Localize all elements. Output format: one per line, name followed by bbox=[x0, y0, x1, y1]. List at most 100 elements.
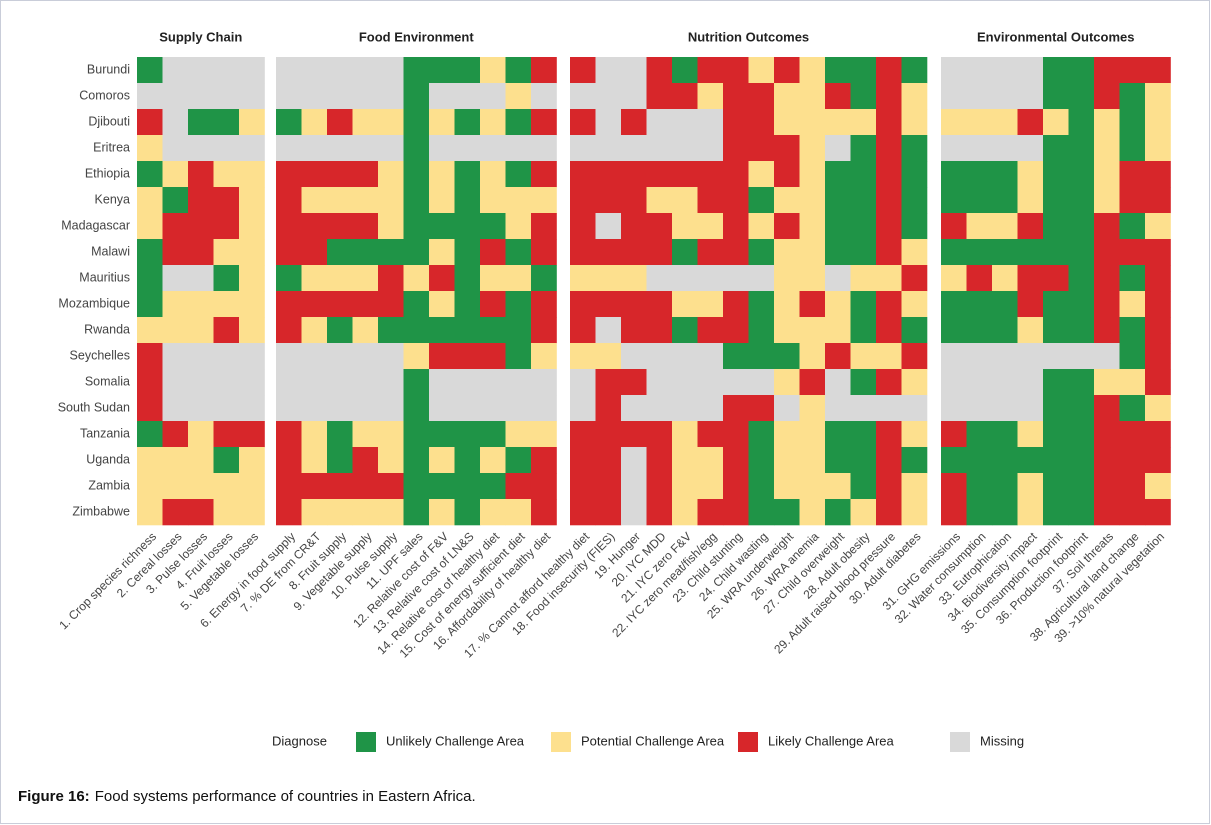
cell bbox=[825, 369, 851, 396]
cell bbox=[162, 395, 189, 422]
cell bbox=[403, 421, 430, 448]
cell bbox=[697, 109, 724, 136]
cell bbox=[570, 499, 596, 526]
cell bbox=[966, 499, 993, 526]
cell bbox=[1094, 135, 1120, 162]
cell bbox=[646, 187, 673, 214]
cell bbox=[825, 343, 851, 370]
cell bbox=[352, 499, 379, 526]
cell bbox=[1094, 161, 1120, 188]
row-label: Ethiopia bbox=[85, 166, 130, 180]
cell bbox=[941, 447, 967, 474]
cell bbox=[276, 187, 302, 214]
cell bbox=[1068, 395, 1095, 422]
cell bbox=[1043, 57, 1069, 84]
cell bbox=[352, 473, 379, 500]
cell bbox=[901, 265, 928, 292]
cell bbox=[646, 395, 673, 422]
cell bbox=[966, 265, 993, 292]
cell bbox=[748, 213, 775, 240]
cell bbox=[1043, 421, 1069, 448]
cell bbox=[723, 135, 749, 162]
cell bbox=[1119, 57, 1146, 84]
cell bbox=[595, 421, 622, 448]
cell bbox=[531, 213, 557, 240]
cell bbox=[1145, 187, 1171, 214]
row-label: Uganda bbox=[86, 452, 130, 466]
cell bbox=[301, 317, 328, 344]
cell bbox=[352, 395, 379, 422]
cell bbox=[1094, 317, 1120, 344]
cell bbox=[239, 239, 265, 266]
cell bbox=[992, 135, 1018, 162]
cell bbox=[531, 369, 557, 396]
cell bbox=[1068, 187, 1095, 214]
cell bbox=[1043, 83, 1069, 110]
cell bbox=[850, 161, 877, 188]
cell bbox=[1068, 83, 1095, 110]
cell bbox=[723, 161, 749, 188]
cell bbox=[301, 499, 328, 526]
row-label: Malawi bbox=[91, 244, 130, 258]
cell bbox=[941, 135, 967, 162]
cell bbox=[213, 57, 240, 84]
cell bbox=[531, 161, 557, 188]
cell bbox=[825, 447, 851, 474]
cell bbox=[454, 317, 481, 344]
cell bbox=[213, 473, 240, 500]
cell bbox=[531, 265, 557, 292]
cell bbox=[941, 343, 967, 370]
legend-title: Diagnose bbox=[272, 733, 327, 748]
cell bbox=[876, 265, 902, 292]
cell bbox=[901, 239, 928, 266]
cell bbox=[1145, 395, 1171, 422]
cell bbox=[403, 369, 430, 396]
cell bbox=[1017, 343, 1044, 370]
cell bbox=[966, 187, 993, 214]
cell bbox=[454, 265, 481, 292]
cell bbox=[352, 317, 379, 344]
cell bbox=[1068, 213, 1095, 240]
cell bbox=[213, 83, 240, 110]
cell bbox=[876, 291, 902, 318]
cell bbox=[1043, 187, 1069, 214]
cell bbox=[723, 395, 749, 422]
cell bbox=[1094, 265, 1120, 292]
cell bbox=[188, 239, 214, 266]
cell bbox=[378, 291, 404, 318]
cell bbox=[876, 161, 902, 188]
cell bbox=[992, 239, 1018, 266]
cell bbox=[480, 213, 506, 240]
cell bbox=[799, 369, 826, 396]
cell bbox=[480, 421, 506, 448]
cell bbox=[901, 343, 928, 370]
cell bbox=[723, 421, 749, 448]
cell bbox=[352, 57, 379, 84]
cell bbox=[1119, 369, 1146, 396]
cell bbox=[876, 421, 902, 448]
cell bbox=[352, 239, 379, 266]
cell bbox=[1043, 447, 1069, 474]
cell bbox=[137, 135, 163, 162]
cell bbox=[697, 369, 724, 396]
cell bbox=[748, 291, 775, 318]
cell bbox=[697, 473, 724, 500]
cell bbox=[480, 135, 506, 162]
cell bbox=[748, 421, 775, 448]
cell bbox=[966, 447, 993, 474]
cell bbox=[188, 317, 214, 344]
cell bbox=[876, 343, 902, 370]
cell bbox=[276, 213, 302, 240]
cell bbox=[748, 109, 775, 136]
cell bbox=[1068, 135, 1095, 162]
row-label: Zimbabwe bbox=[72, 504, 130, 518]
cell bbox=[646, 473, 673, 500]
cell bbox=[697, 265, 724, 292]
cell bbox=[570, 239, 596, 266]
cell bbox=[941, 239, 967, 266]
cell bbox=[621, 369, 647, 396]
cell bbox=[876, 499, 902, 526]
cell bbox=[799, 213, 826, 240]
cell bbox=[570, 369, 596, 396]
cell bbox=[352, 343, 379, 370]
